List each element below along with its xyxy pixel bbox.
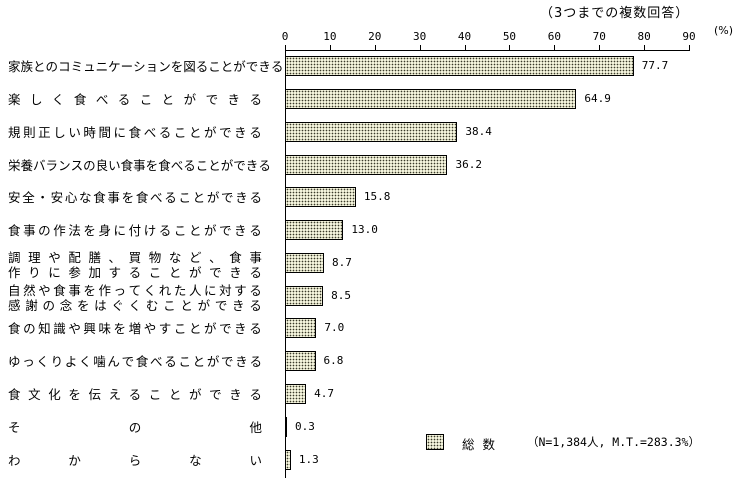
- chart-subtitle: （3つまでの複数回答）: [540, 6, 690, 21]
- category-label: 安全・安心な食事を食べることができる: [8, 190, 262, 205]
- bar: [285, 253, 325, 273]
- category-label: その他: [8, 420, 262, 435]
- value-label: 8.7: [332, 256, 352, 269]
- value-label: 8.5: [331, 289, 352, 302]
- bar: [285, 417, 287, 437]
- value-label: 77.7: [641, 59, 669, 72]
- value-label: 36.2: [455, 158, 482, 171]
- category-label-line: 調理や配膳、買物など、食事: [8, 250, 262, 265]
- bar: [285, 318, 317, 338]
- category-label: 自然や食事を作ってくれた人に対する感謝の念をはぐくむことができる: [8, 283, 262, 313]
- x-tick-mark: [375, 45, 376, 51]
- category-label: 食事の作法を身に付けることができる: [8, 223, 262, 238]
- bar: [285, 286, 324, 306]
- value-label: 7.0: [324, 321, 345, 334]
- value-label: 4.7: [314, 387, 334, 400]
- category-label: 規則正しい時間に食べることができる: [8, 125, 262, 140]
- axis-unit-label: (%): [714, 24, 734, 37]
- x-tick-mark: [285, 45, 286, 51]
- x-tick-label: 80: [637, 30, 651, 43]
- category-label: 食文化を伝えることができる: [8, 387, 262, 402]
- x-tick-label: 40: [457, 30, 472, 43]
- value-label: 15.8: [363, 190, 391, 203]
- x-tick-mark: [644, 45, 645, 51]
- value-label: 64.9: [584, 92, 611, 105]
- category-label-line: 作りに参加することができる: [8, 265, 262, 280]
- x-axis-line: [285, 50, 689, 51]
- bar: [285, 351, 316, 371]
- x-tick-label: 20: [368, 30, 382, 43]
- value-label: 0.3: [295, 420, 315, 433]
- x-tick-mark: [330, 45, 331, 51]
- legend-note: （N=1,384人, M.T.=283.3%）: [527, 435, 700, 449]
- category-label: 楽しく食べることができる: [8, 92, 262, 107]
- x-tick-mark: [465, 45, 466, 51]
- x-tick-label: 50: [502, 30, 517, 43]
- value-label: 1.3: [298, 453, 319, 466]
- x-tick-label: 90: [682, 30, 696, 43]
- legend-label: 総数: [462, 437, 504, 452]
- x-tick-mark: [599, 45, 600, 51]
- x-tick-label: 70: [592, 30, 606, 43]
- x-tick-mark: [509, 45, 510, 51]
- category-label: 調理や配膳、買物など、食事作りに参加することができる: [8, 250, 262, 280]
- bar: [285, 450, 291, 470]
- legend-swatch: [426, 434, 444, 450]
- bar: [285, 56, 634, 76]
- category-label: 栄養バランスの良い食事を食べることができる: [8, 158, 271, 173]
- category-label: 家族とのコミュニケーションを図ることができる: [8, 59, 284, 74]
- bar: [285, 89, 577, 109]
- category-label: 食の知識や興味を増やすことができる: [8, 321, 262, 336]
- x-tick-label: 0: [281, 30, 289, 43]
- category-label-line: 自然や食事を作ってくれた人に対する: [8, 283, 262, 298]
- bar: [285, 155, 448, 175]
- category-label: わからない: [8, 453, 262, 468]
- x-tick-mark: [420, 45, 421, 51]
- bar: [285, 384, 307, 404]
- x-tick-label: 30: [413, 30, 427, 43]
- bar: [285, 122, 458, 142]
- x-tick-mark: [689, 45, 690, 51]
- category-label: ゆっくりよく噛んで食べることができる: [8, 354, 262, 369]
- bar: [285, 187, 356, 207]
- bar: [285, 220, 344, 240]
- value-label: 38.4: [465, 125, 492, 138]
- x-tick-label: 10: [323, 30, 337, 43]
- category-label-line: 感謝の念をはぐくむことができる: [8, 298, 262, 313]
- x-tick-label: 60: [547, 30, 561, 43]
- x-tick-mark: [554, 45, 555, 51]
- value-label: 6.8: [323, 354, 344, 367]
- value-label: 13.0: [351, 223, 378, 236]
